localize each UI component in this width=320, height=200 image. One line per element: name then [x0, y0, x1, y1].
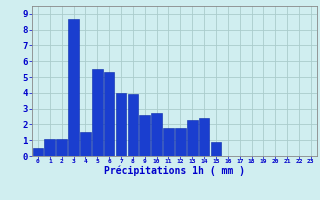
Bar — [92, 69, 103, 156]
X-axis label: Précipitations 1h ( mm ): Précipitations 1h ( mm ) — [104, 165, 245, 176]
Bar — [151, 113, 162, 156]
Bar — [211, 142, 221, 156]
Bar — [128, 94, 138, 156]
Bar — [80, 132, 91, 156]
Bar — [68, 19, 79, 156]
Bar — [56, 139, 67, 156]
Bar — [116, 93, 126, 156]
Bar — [175, 128, 186, 156]
Bar — [140, 115, 150, 156]
Bar — [187, 120, 197, 156]
Bar — [199, 118, 209, 156]
Bar — [33, 148, 43, 156]
Bar — [163, 128, 174, 156]
Bar — [104, 72, 115, 156]
Bar — [44, 139, 55, 156]
